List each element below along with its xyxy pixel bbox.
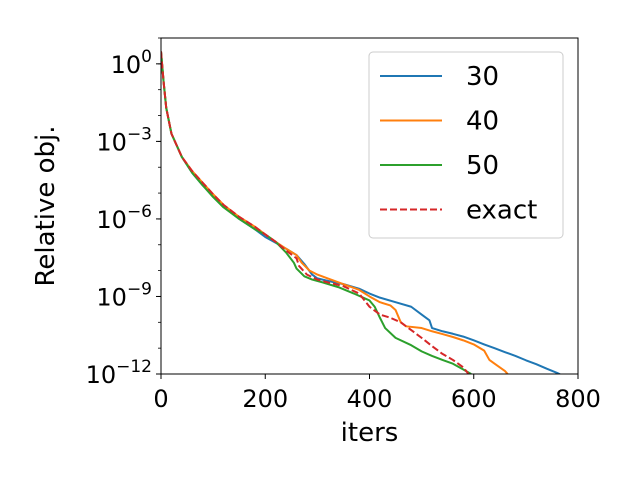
x-tick-label: 200 (242, 385, 288, 413)
x-tick-label: 400 (347, 385, 393, 413)
legend: 30 40 50 exact (368, 51, 564, 239)
legend-label-40: 40 (466, 107, 499, 137)
y-tick-label: 10−12 (86, 357, 152, 389)
y-tick-label: 10−9 (96, 279, 152, 311)
x-tick-label: 0 (153, 385, 168, 413)
y-tick-label: 100 (111, 47, 152, 79)
series-line-exact (161, 51, 470, 374)
legend-label-30: 30 (466, 62, 499, 92)
series-line-50 (161, 51, 472, 374)
legend-label-50: 50 (466, 151, 499, 181)
y-tick-label: 10−3 (96, 124, 152, 156)
x-tick-label: 800 (555, 385, 601, 413)
axes: 0 200 400 600 800 100 10−3 10−6 10−9 10−12 iters Re… (31, 37, 601, 448)
plot-area (161, 51, 562, 374)
legend-box (368, 51, 564, 239)
legend-label-exact: exact (466, 196, 537, 226)
y-axis-label: Relative obj. (31, 125, 61, 286)
x-tick-label: 600 (451, 385, 497, 413)
x-axis-label: iters (341, 418, 399, 448)
y-tick-label: 10−6 (96, 202, 152, 234)
